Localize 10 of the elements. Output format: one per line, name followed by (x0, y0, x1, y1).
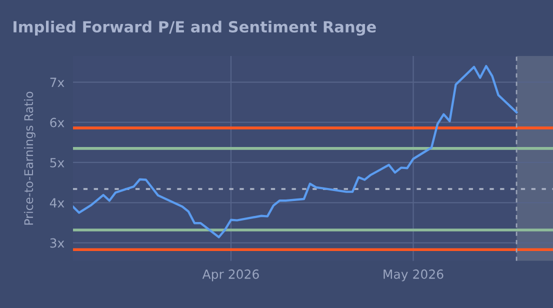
y-tick-label: 5x (50, 158, 64, 168)
y-axis-title: Price-to-Earnings Ratio (24, 92, 36, 225)
y-tick-label: 7x (50, 78, 64, 87)
x-tick-label: May 2026 (384, 269, 444, 282)
chart-title: Implied Forward P/E and Sentiment Range (14, 20, 376, 36)
x-tick-label: Apr 2026 (202, 269, 259, 282)
y-tick-label: 4x (50, 198, 64, 208)
y-tick-label: 3x (50, 238, 64, 248)
y-tick-label: 6x (50, 118, 64, 128)
line-series (72, 64, 518, 238)
